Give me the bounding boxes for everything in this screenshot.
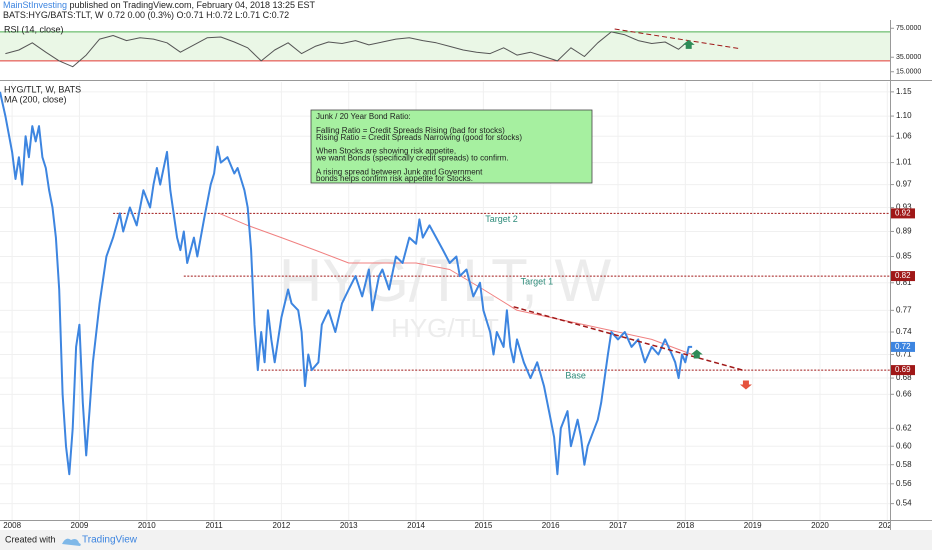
y-tick-label: 0.93: [896, 203, 912, 212]
watermark: HYG/TLT: [391, 313, 499, 343]
y-tick-label: 0.68: [896, 373, 912, 382]
footer-logo: [62, 538, 81, 546]
footer-created: Created with: [5, 534, 56, 544]
x-tick-label: 2018: [676, 521, 694, 530]
header-line: MainStInvesting published on TradingView…: [3, 0, 316, 10]
y-tick-label: 0.54: [896, 499, 912, 508]
y-tick-label: 1.15: [896, 87, 912, 96]
y-tick-label: 0.71: [896, 350, 912, 359]
annotation-line: Falling Ratio = Credit Spreads Rising (b…: [316, 126, 505, 135]
y-tick-label: 75.0000: [896, 25, 921, 32]
annotation-line: Rising Ratio = Credit Spreads Narrowing …: [316, 133, 522, 142]
arrow: [739, 380, 752, 390]
annotation-line: bonds helps confirm risk appetite for St…: [316, 174, 473, 183]
pane-title: HYG/TLT, W, BATS: [4, 84, 81, 94]
x-tick-label: 2017: [609, 521, 627, 530]
watermark: HYG/TLT, W: [279, 247, 612, 314]
x-tick-label: 2010: [138, 521, 156, 530]
pane: [0, 28, 890, 68]
y-tick-label: 0.60: [896, 441, 912, 450]
x-tick-label: 2021: [878, 521, 896, 530]
y-tick-label: 0.58: [896, 460, 912, 469]
y-tick-label: 0.81: [896, 278, 912, 287]
annotation-line: Junk / 20 Year Bond Ratio:: [316, 112, 411, 121]
annotation-line: A rising spread between Junk and Governm…: [316, 167, 483, 176]
x-tick-label: 2011: [205, 521, 223, 530]
level-tag: [891, 208, 915, 219]
symbol: BATS:HYG/BATS:TLT, W: [3, 10, 104, 20]
published: published on TradingView.com, February 0…: [67, 0, 315, 10]
y-tick-label: 0.85: [896, 252, 912, 261]
y-tick-label: 0.62: [896, 423, 912, 432]
annotation-line: When Stocks are showing risk appetite,: [316, 147, 456, 156]
pane-title: RSI (14, close): [4, 24, 64, 34]
arrow: [682, 39, 695, 49]
y-tick-label: 1.06: [896, 131, 912, 140]
price-line: [5, 31, 690, 68]
x-tick-label: 2013: [340, 521, 358, 530]
footer-bar: [0, 530, 932, 550]
y-tick-label: 0.97: [896, 180, 912, 189]
level-label: Target 1: [521, 276, 554, 286]
author[interactable]: MainStInvesting: [3, 0, 67, 10]
x-tick-label: 2009: [71, 521, 89, 530]
rsi-band-fill: [0, 31, 890, 61]
level-label: Target 2: [485, 214, 518, 224]
annotation-box: [310, 109, 593, 184]
level-label: Base: [565, 370, 586, 380]
level-tag-label: 0.92: [895, 209, 911, 218]
y-tick-label: 1.01: [896, 158, 912, 167]
symbol-line: BATS:HYG/BATS:TLT, W 0.72 0.00 (0.3%) O:0…: [3, 10, 289, 20]
annotation-line: we want Bonds (specifically credit sprea…: [315, 154, 509, 163]
price-line: [0, 91, 693, 476]
y-tick-label: 35.0000: [896, 54, 921, 61]
level-tag-label: 0.69: [895, 365, 911, 374]
footer-brand[interactable]: TradingView: [82, 535, 138, 546]
ma-line: [219, 212, 693, 355]
x-tick-label: 2019: [744, 521, 762, 530]
x-tick-label: 2012: [273, 521, 291, 530]
y-tick-label: 0.66: [896, 389, 912, 398]
y-tick-label: 0.74: [896, 327, 912, 336]
level-tag-label: 0.82: [895, 271, 911, 280]
x-tick-label: 2015: [474, 521, 492, 530]
last-price-label: 0.72: [895, 342, 911, 351]
y-tick-label: 1.10: [896, 111, 912, 120]
y-tick-label: 0.89: [896, 227, 912, 236]
level-tag: [891, 365, 915, 376]
arrow: [690, 349, 703, 359]
y-tick-label: 15.0000: [896, 69, 921, 76]
x-tick-label: 2020: [811, 521, 829, 530]
x-tick-label: 2014: [407, 521, 425, 530]
x-tick-label: 2016: [542, 521, 560, 530]
level-tag: [891, 271, 915, 282]
y-tick-label: 0.56: [896, 479, 912, 488]
legend-entry: MA (200, close): [4, 94, 67, 104]
last-price-tag: [891, 341, 915, 352]
trend-line: [614, 28, 740, 50]
y-tick-label: 0.77: [896, 305, 912, 314]
x-tick-label: 2008: [3, 521, 21, 530]
x-axis: 2008 2009 2010 2011 2012 2013 2014 2015 2016 2017…: [3, 521, 896, 530]
quote: 0.72 0.00 (0.3%) O:0.71 H:0.72 L:0.71 C:…: [108, 10, 290, 20]
